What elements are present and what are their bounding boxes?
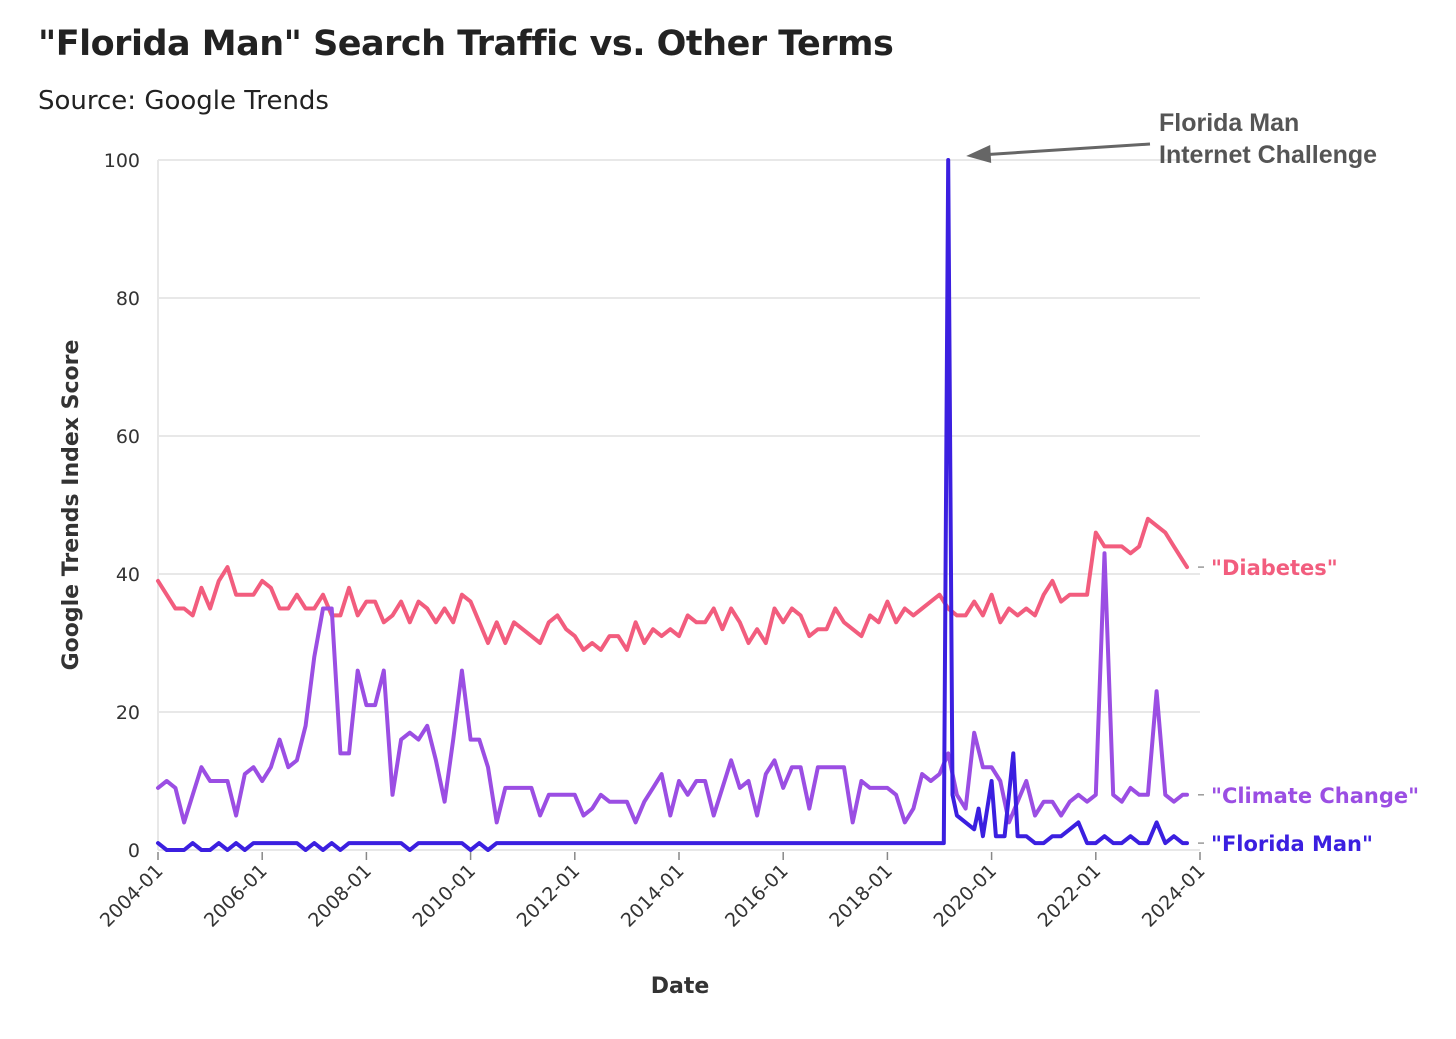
y-axis-ticks: 0 20 40 60 80 100	[104, 150, 140, 862]
gridlines	[157, 159, 1200, 851]
y-axis-title: Google Trends Index Score	[59, 340, 84, 671]
series-end-label: "Florida Man"	[1211, 832, 1373, 856]
x-tick-label: 2016-01	[721, 860, 793, 932]
x-tick-label: 2024-01	[1138, 860, 1210, 932]
y-tick-label: 0	[128, 840, 140, 862]
x-tick-label: 2010-01	[408, 860, 480, 932]
y-tick-label: 100	[104, 150, 140, 172]
x-axis-ticks: 2004-01 2006-01 2008-01 2010-01 2012-01 2014-…	[96, 852, 1210, 932]
x-tick-label: 2006-01	[200, 860, 272, 932]
annotation-text: Florida Man	[1159, 109, 1299, 137]
annotation-arrowhead	[966, 145, 992, 163]
x-tick-label: 2018-01	[825, 860, 897, 932]
series-end-labels: "Diabetes" "Climate Change" "Florida Man"	[1198, 556, 1419, 856]
annotation-arrow	[980, 142, 1151, 157]
y-tick-label: 40	[116, 564, 140, 586]
annotation: Florida Man Internet Challenge	[966, 109, 1377, 169]
chart-subtitle: Source: Google Trends	[38, 86, 329, 116]
y-tick-label: 60	[116, 426, 140, 448]
annotation-text: Internet Challenge	[1159, 141, 1377, 169]
x-tick-label: 2008-01	[304, 860, 376, 932]
x-tick-label: 2004-01	[96, 860, 168, 932]
series-line	[156, 551, 1189, 825]
x-axis-title: Date	[651, 974, 710, 999]
series-line	[156, 158, 1189, 852]
x-tick-label: 2020-01	[929, 860, 1001, 932]
series-end-label: "Diabetes"	[1211, 556, 1338, 580]
x-tick-label: 2022-01	[1034, 860, 1106, 932]
chart-title: "Florida Man" Search Traffic vs. Other T…	[38, 24, 894, 64]
series-line	[156, 516, 1189, 652]
series-end-label: "Climate Change"	[1211, 784, 1419, 808]
y-tick-label: 80	[116, 288, 140, 310]
series-lines	[156, 158, 1189, 852]
x-tick-label: 2014-01	[617, 860, 689, 932]
y-tick-label: 20	[116, 702, 140, 724]
x-tick-label: 2012-01	[513, 860, 585, 932]
